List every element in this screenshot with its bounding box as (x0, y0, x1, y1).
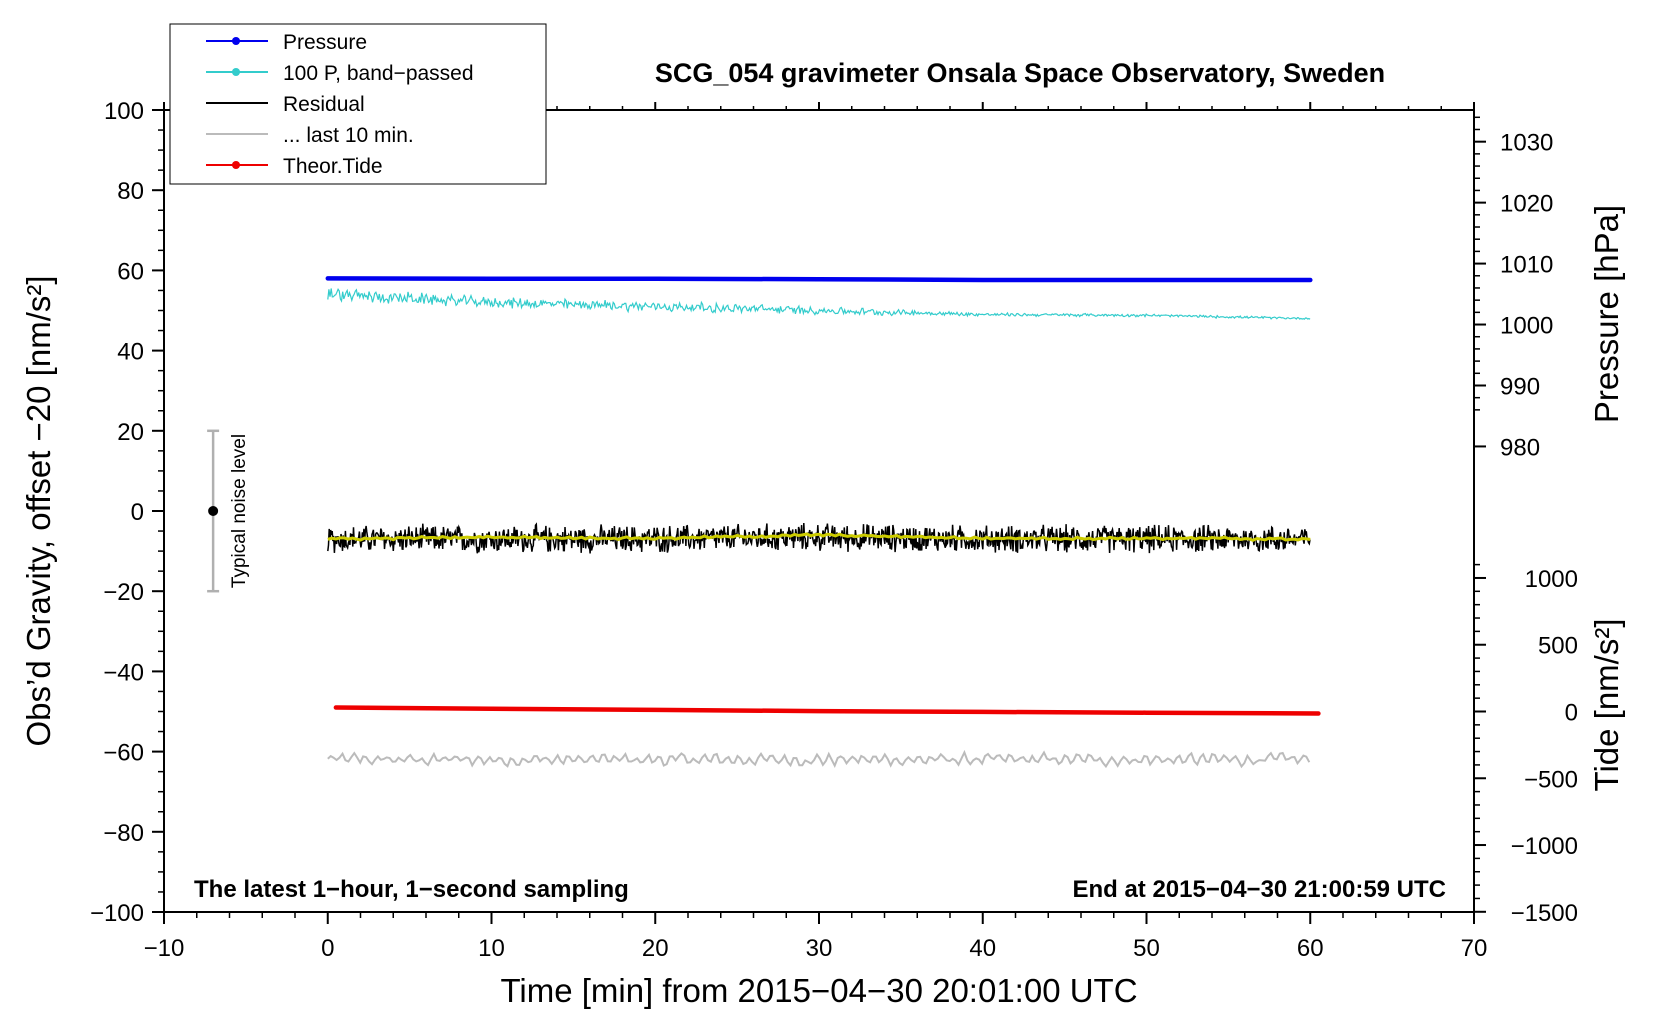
x-axis-title: Time [min] from 2015−04−30 20:01:00 UTC (500, 972, 1137, 1009)
series-residual (327, 522, 1311, 554)
x-tick-label: 20 (642, 935, 669, 962)
y-tick-label: 0 (131, 499, 144, 526)
y-tick-label: 100 (104, 98, 144, 125)
pressure-tick-label: 1000 (1500, 313, 1553, 340)
y-axis-title-pressure: Pressure [hPa] (1588, 205, 1625, 423)
tide-tick-label: 0 (1565, 700, 1578, 727)
x-tick-label: 40 (969, 935, 996, 962)
plot-frame (163, 109, 1475, 913)
annotation-sampling: The latest 1−hour, 1−second sampling (194, 876, 629, 903)
pressure-tick-label: 1020 (1500, 191, 1553, 218)
legend-label: Residual (283, 93, 365, 116)
series-pressure (325, 276, 1313, 283)
y-tick-label: −100 (90, 900, 144, 927)
tide-tick-label: −1500 (1511, 900, 1578, 927)
legend-swatch-marker (232, 68, 240, 76)
tide-tick-label: −500 (1524, 766, 1578, 793)
annotation-end-time: End at 2015−04−30 21:00:59 UTC (1072, 876, 1446, 903)
y-tick-label: 80 (117, 178, 144, 205)
x-tick-label: −10 (144, 935, 185, 962)
legend-label: Theor.Tide (283, 155, 383, 178)
pressure-tick-label: 1030 (1500, 130, 1553, 157)
x-tick-label: 0 (321, 935, 334, 962)
y-tick-label: 20 (117, 419, 144, 446)
pressure-tick-label: 1010 (1500, 252, 1553, 279)
series-bandpassed-pressure (327, 288, 1311, 320)
legend-swatch-marker (232, 161, 240, 169)
series-residual-smoothed (327, 532, 1311, 542)
noise-bar-label: Typical noise level (229, 434, 250, 588)
x-tick-label: 60 (1297, 935, 1324, 962)
pressure-tick-label: 990 (1500, 373, 1540, 400)
chart-title: SCG_054 gravimeter Onsala Space Observat… (655, 58, 1385, 88)
y-tick-label: 40 (117, 339, 144, 366)
y-axis-title-tide: Tide [nm/s²] (1588, 619, 1625, 792)
y-axis-title-left: Obs’d Gravity, offset −20 [nm/s²] (20, 275, 57, 746)
tide-tick-label: −1000 (1511, 833, 1578, 860)
legend: Pressure 100 P, band−passed Residual ... la… (169, 23, 547, 185)
y-tick-label: −80 (103, 820, 144, 847)
pressure-tick-label: 980 (1500, 434, 1540, 461)
x-tick-label: 50 (1133, 935, 1160, 962)
y-tick-label: −20 (103, 579, 144, 606)
legend-label: Pressure (283, 31, 367, 54)
legend-swatch-marker (232, 37, 240, 45)
tide-tick-label: 500 (1538, 633, 1578, 660)
x-tick-label: 70 (1461, 935, 1488, 962)
tide-tick-label: 1000 (1525, 566, 1578, 593)
noise-bar: Typical noise level (207, 429, 250, 593)
series-last-10-min (327, 749, 1311, 769)
y-tick-label: 60 (117, 258, 144, 285)
noise-bar-center-dot (208, 506, 219, 516)
series-theor-tide (333, 705, 1321, 716)
y-tick-label: −60 (103, 740, 144, 767)
legend-label: 100 P, band−passed (283, 62, 474, 85)
legend-label: ... last 10 min. (283, 124, 414, 147)
series-layer (325, 276, 1321, 769)
x-tick-label: 10 (478, 935, 505, 962)
axis-ticks: −10 0 10 20 30 40 50 60 70−100−80−60−40−20020406… (90, 98, 1578, 962)
y-tick-label: −40 (103, 659, 144, 686)
x-tick-label: 30 (806, 935, 833, 962)
